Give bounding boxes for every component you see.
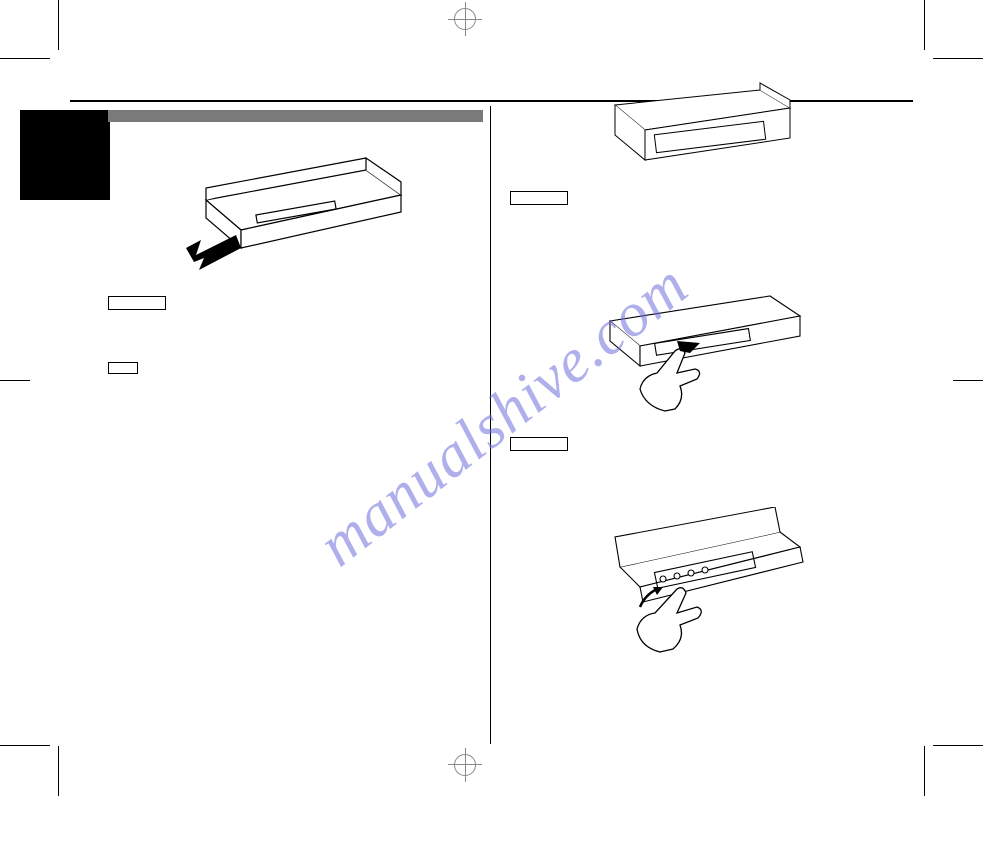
arrow-icon (186, 235, 241, 270)
left-column (108, 130, 483, 379)
section-tab (20, 110, 110, 200)
note-label-2 (510, 437, 568, 451)
column-divider (490, 106, 491, 744)
caution-label (108, 296, 166, 310)
note-label-1 (510, 191, 568, 205)
note-label (108, 362, 138, 374)
right-column (500, 70, 900, 667)
panel-remove-illustration (166, 140, 426, 280)
panel-mount-illustration (595, 80, 805, 175)
panel-press-illustration (585, 281, 815, 421)
section-bar (108, 110, 483, 122)
manual-page (70, 70, 913, 744)
panel-close-illustration (585, 507, 815, 657)
